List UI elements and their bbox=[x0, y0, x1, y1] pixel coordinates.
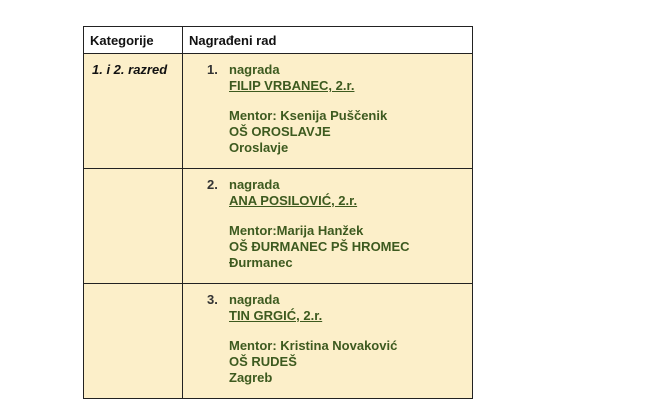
table-row: 1. i 2. razred 1. nagrada FILIP VRBANEC,… bbox=[83, 53, 473, 169]
town: Oroslavje bbox=[229, 140, 289, 155]
mentor: Mentor: Ksenija Puščenik bbox=[229, 108, 388, 123]
header-category: Kategorije bbox=[83, 26, 183, 54]
award-label: nagrada bbox=[229, 62, 280, 77]
table-row: 2. nagrada ANA POSILOVIĆ, 2.r. Mentor:Ma… bbox=[83, 168, 473, 284]
school: OŠ ĐURMANEC PŠ HROMEC bbox=[229, 239, 410, 254]
award-cell: 2. nagrada ANA POSILOVIĆ, 2.r. Mentor:Ma… bbox=[182, 168, 473, 284]
award-number: 2. bbox=[207, 177, 218, 192]
student-name: ANA POSILOVIĆ, 2.r. bbox=[229, 193, 358, 208]
table-row: 3. nagrada TIN GRGIĆ, 2.r. Mentor: Krist… bbox=[83, 283, 473, 399]
award-label: nagrada bbox=[229, 292, 280, 307]
student-name: FILIP VRBANEC, 2.r. bbox=[229, 78, 355, 93]
mentor: Mentor:Marija Hanžek bbox=[229, 223, 364, 238]
award-label: nagrada bbox=[229, 177, 280, 192]
header-row: Kategorije Nagrađeni rad bbox=[83, 26, 473, 54]
category-cell bbox=[83, 283, 183, 399]
town: Zagreb bbox=[229, 370, 273, 385]
town: Đurmanec bbox=[229, 255, 293, 270]
header-award: Nagrađeni rad bbox=[182, 26, 473, 54]
award-cell: 1. nagrada FILIP VRBANEC, 2.r. Mentor: K… bbox=[182, 53, 473, 169]
category-cell: 1. i 2. razred bbox=[83, 53, 183, 169]
award-number: 1. bbox=[207, 62, 218, 77]
award-number: 3. bbox=[207, 292, 218, 307]
mentor: Mentor: Kristina Novaković bbox=[229, 338, 398, 353]
student-name: TIN GRGIĆ, 2.r. bbox=[229, 308, 323, 323]
award-cell: 3. nagrada TIN GRGIĆ, 2.r. Mentor: Krist… bbox=[182, 283, 473, 399]
category-cell bbox=[83, 168, 183, 284]
school: OŠ RUDEŠ bbox=[229, 354, 297, 369]
school: OŠ OROSLAVJE bbox=[229, 124, 331, 139]
awards-table: Kategorije Nagrađeni rad 1. i 2. razred … bbox=[83, 26, 473, 399]
